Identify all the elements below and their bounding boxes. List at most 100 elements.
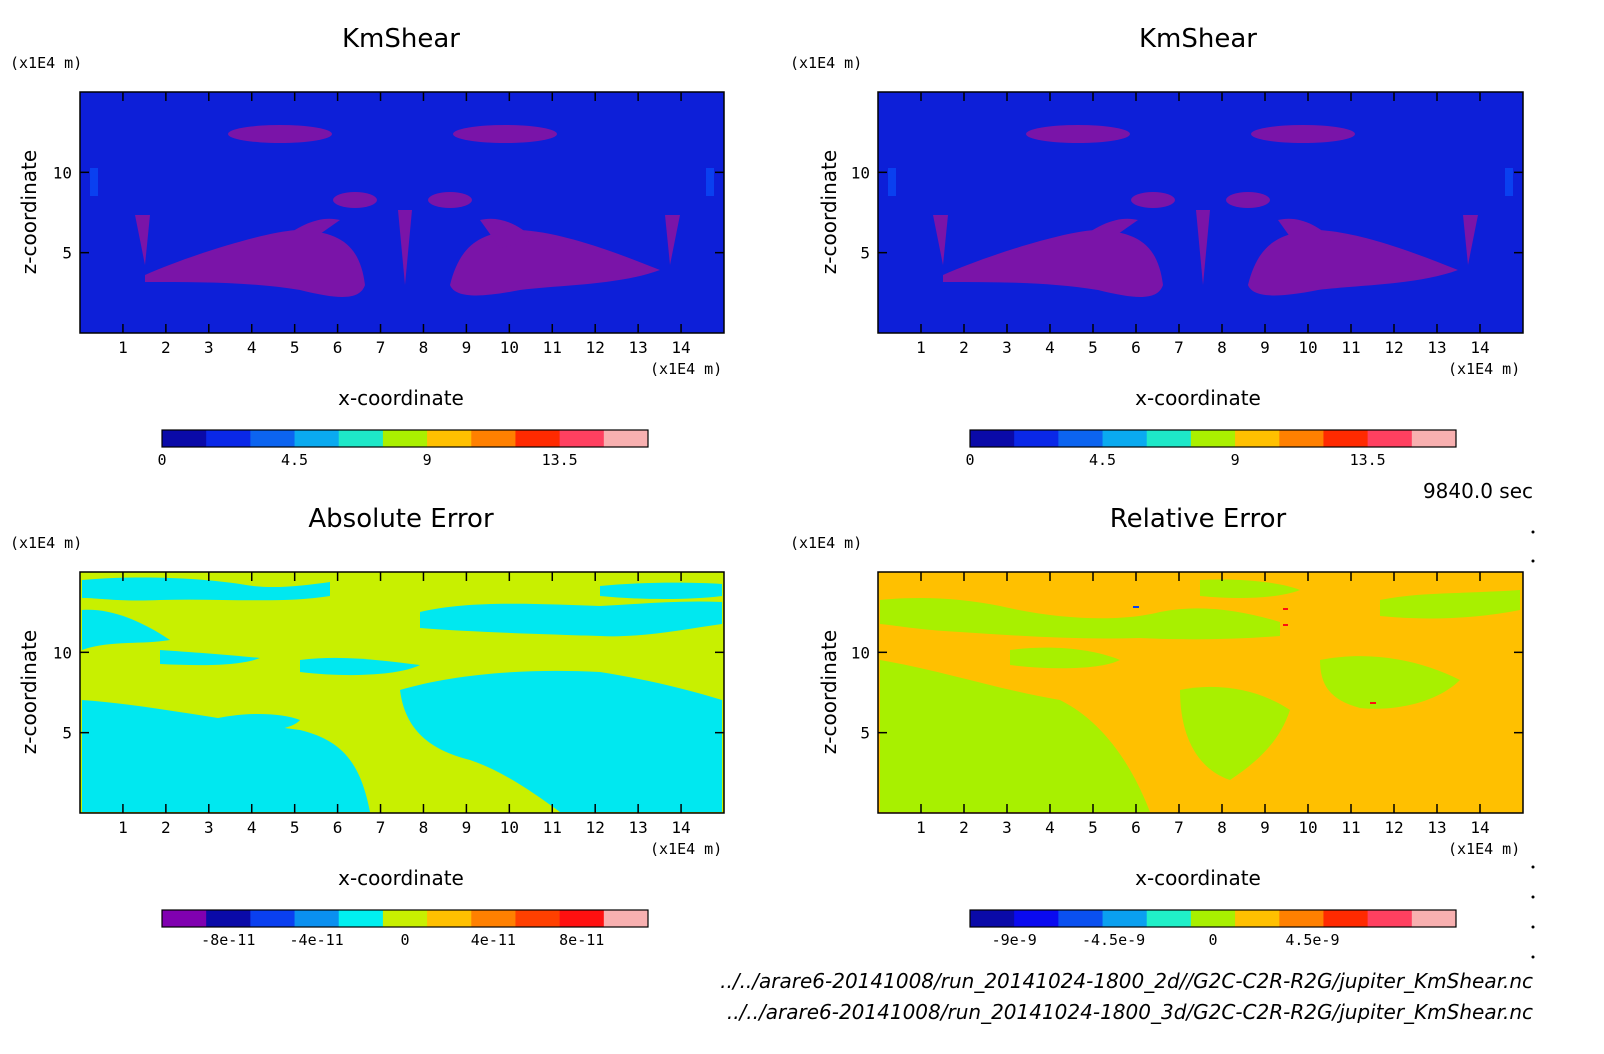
colorbar-swatch — [1146, 430, 1192, 447]
colorbar-swatch — [1411, 910, 1457, 927]
colorbar-tick-label: 0 — [965, 451, 974, 469]
x-tick-label: 5 — [290, 338, 300, 357]
y-tick-label: 10 — [53, 163, 72, 182]
x-ticks: 1 2 3 4 5 6 7 8 9 10 11 12 13 14 — [916, 92, 1490, 357]
edge-feature — [706, 168, 714, 196]
x-tick-label: 6 — [1131, 338, 1141, 357]
x-tick-label: 5 — [1088, 338, 1098, 357]
spot — [1133, 606, 1139, 608]
file-path-1: ../../arare6-20141008/run_20141024-1800_… — [720, 969, 1533, 993]
colorbar-swatch — [162, 430, 207, 447]
panel-kmshear-3d: KmShear (x1E4 m) 1 2 3 4 5 6 7 8 9 10 11 12 13 14 510… — [790, 24, 1524, 469]
colorbar-swatch — [515, 430, 561, 447]
x-axis-label: x-coordinate — [338, 866, 464, 890]
field-features — [933, 125, 1478, 297]
colorbar-swatch — [1058, 430, 1104, 447]
colorbar-swatch — [338, 910, 384, 927]
colorbar-tick-label: 9 — [423, 451, 432, 469]
x-tick-label: 6 — [333, 818, 343, 837]
colorbar-tick-label: 4.5 — [1089, 451, 1116, 469]
x-tick-label: 5 — [290, 818, 300, 837]
y-ticks: 5 10 — [53, 643, 724, 743]
x-tick-label: 7 — [376, 338, 386, 357]
y-tick-label: 10 — [851, 643, 870, 662]
x-tick-label: 3 — [1002, 338, 1012, 357]
y-tick-label: 10 — [53, 643, 72, 662]
edge-feature — [90, 168, 98, 196]
colorbar-swatch — [1102, 910, 1148, 927]
colorbar-swatch — [970, 910, 1015, 927]
x-tick-label: 11 — [543, 818, 562, 837]
y-axis-label: z-coordinate — [17, 150, 41, 274]
colorbar-swatch — [1279, 910, 1324, 927]
x-tick-label: 14 — [1470, 818, 1489, 837]
x-tick-label: 10 — [1298, 818, 1317, 837]
colorbar-swatch — [382, 910, 428, 927]
y-unit-label: (x1E4 m) — [10, 54, 82, 72]
x-tick-label: 10 — [500, 818, 519, 837]
panel-title: Absolute Error — [308, 504, 494, 534]
colorbar-swatch — [427, 910, 472, 927]
x-tick-label: 12 — [1384, 818, 1403, 837]
x-tick-label: 12 — [586, 818, 605, 837]
x-tick-label: 13 — [1427, 338, 1446, 357]
x-tick-label: 13 — [1427, 818, 1446, 837]
panel-title: KmShear — [342, 24, 460, 54]
colorbar-tick-label: 13.5 — [1350, 451, 1386, 469]
colorbar-frame — [161, 909, 649, 928]
colorbar-tick-label: -4.5e-9 — [1082, 931, 1145, 949]
colorbar-swatch — [559, 430, 605, 447]
y-ticks: 5 10 — [851, 643, 1523, 743]
time-label: 9840.0 sec — [1423, 479, 1533, 503]
x-tick-label: 1 — [118, 338, 128, 357]
colorbar-swatch — [1058, 910, 1104, 927]
x-tick-label: 8 — [1217, 818, 1227, 837]
colorbar: -8e-11 -4e-11 0 4e-11 8e-11 — [161, 909, 649, 949]
colorbar-tick-label: 4.5e-9 — [1285, 931, 1339, 949]
y-axis-label: z-coordinate — [17, 630, 41, 754]
colorbar: -9e-9 -4.5e-9 0 4.5e-9 — [969, 909, 1457, 949]
spot — [1283, 624, 1288, 626]
y-unit-label: (x1E4 m) — [10, 534, 82, 552]
colorbar-swatch — [294, 430, 340, 447]
colorbar-tick-label: 0 — [157, 451, 166, 469]
x-tick-label: 1 — [916, 338, 926, 357]
x-tick-label: 4 — [1045, 338, 1055, 357]
colorbar-swatch — [471, 430, 516, 447]
colorbar-tick-label: -9e-9 — [992, 931, 1037, 949]
colorbar-tick-label: -4e-11 — [290, 931, 344, 949]
colorbar-swatch — [250, 430, 296, 447]
colorbar-swatch — [1411, 430, 1457, 447]
y-unit-label: (x1E4 m) — [790, 534, 862, 552]
x-tick-label: 4 — [1045, 818, 1055, 837]
edge-feature — [888, 168, 896, 196]
x-tick-label: 1 — [916, 818, 926, 837]
x-tick-label: 10 — [1298, 338, 1317, 357]
x-tick-label: 14 — [1470, 338, 1489, 357]
x-tick-label: 10 — [500, 338, 519, 357]
x-tick-label: 13 — [629, 338, 648, 357]
colorbar-swatch — [162, 910, 207, 927]
colorbar-swatch — [603, 430, 649, 447]
x-tick-label: 3 — [204, 338, 214, 357]
colorbar-swatch — [427, 430, 472, 447]
colorbar-frame — [161, 429, 649, 448]
colorbar-tick-label: -8e-11 — [201, 931, 255, 949]
y-tick-label: 10 — [851, 163, 870, 182]
y-tick-label: 5 — [860, 724, 870, 743]
colorbar-frame — [969, 429, 1457, 448]
x-tick-label: 4 — [247, 818, 257, 837]
x-tick-label: 9 — [462, 338, 472, 357]
colorbar-tick-label: 4.5 — [281, 451, 308, 469]
colorbar-swatch — [559, 910, 605, 927]
spot — [1283, 608, 1288, 610]
panel-absolute-error: Absolute Error (x1E4 m) 1 2 3 4 5 6 7 8 9 10 11 12 1… — [10, 504, 725, 949]
colorbar-tick-label: 0 — [1208, 931, 1217, 949]
x-tick-label: 8 — [419, 338, 429, 357]
colorbar-tick-label: 4e-11 — [471, 931, 516, 949]
x-tick-label: 3 — [1002, 818, 1012, 837]
y-tick-label: 5 — [860, 244, 870, 263]
x-tick-label: 9 — [1260, 338, 1270, 357]
x-tick-label: 12 — [1384, 338, 1403, 357]
colorbar-swatch — [603, 910, 649, 927]
